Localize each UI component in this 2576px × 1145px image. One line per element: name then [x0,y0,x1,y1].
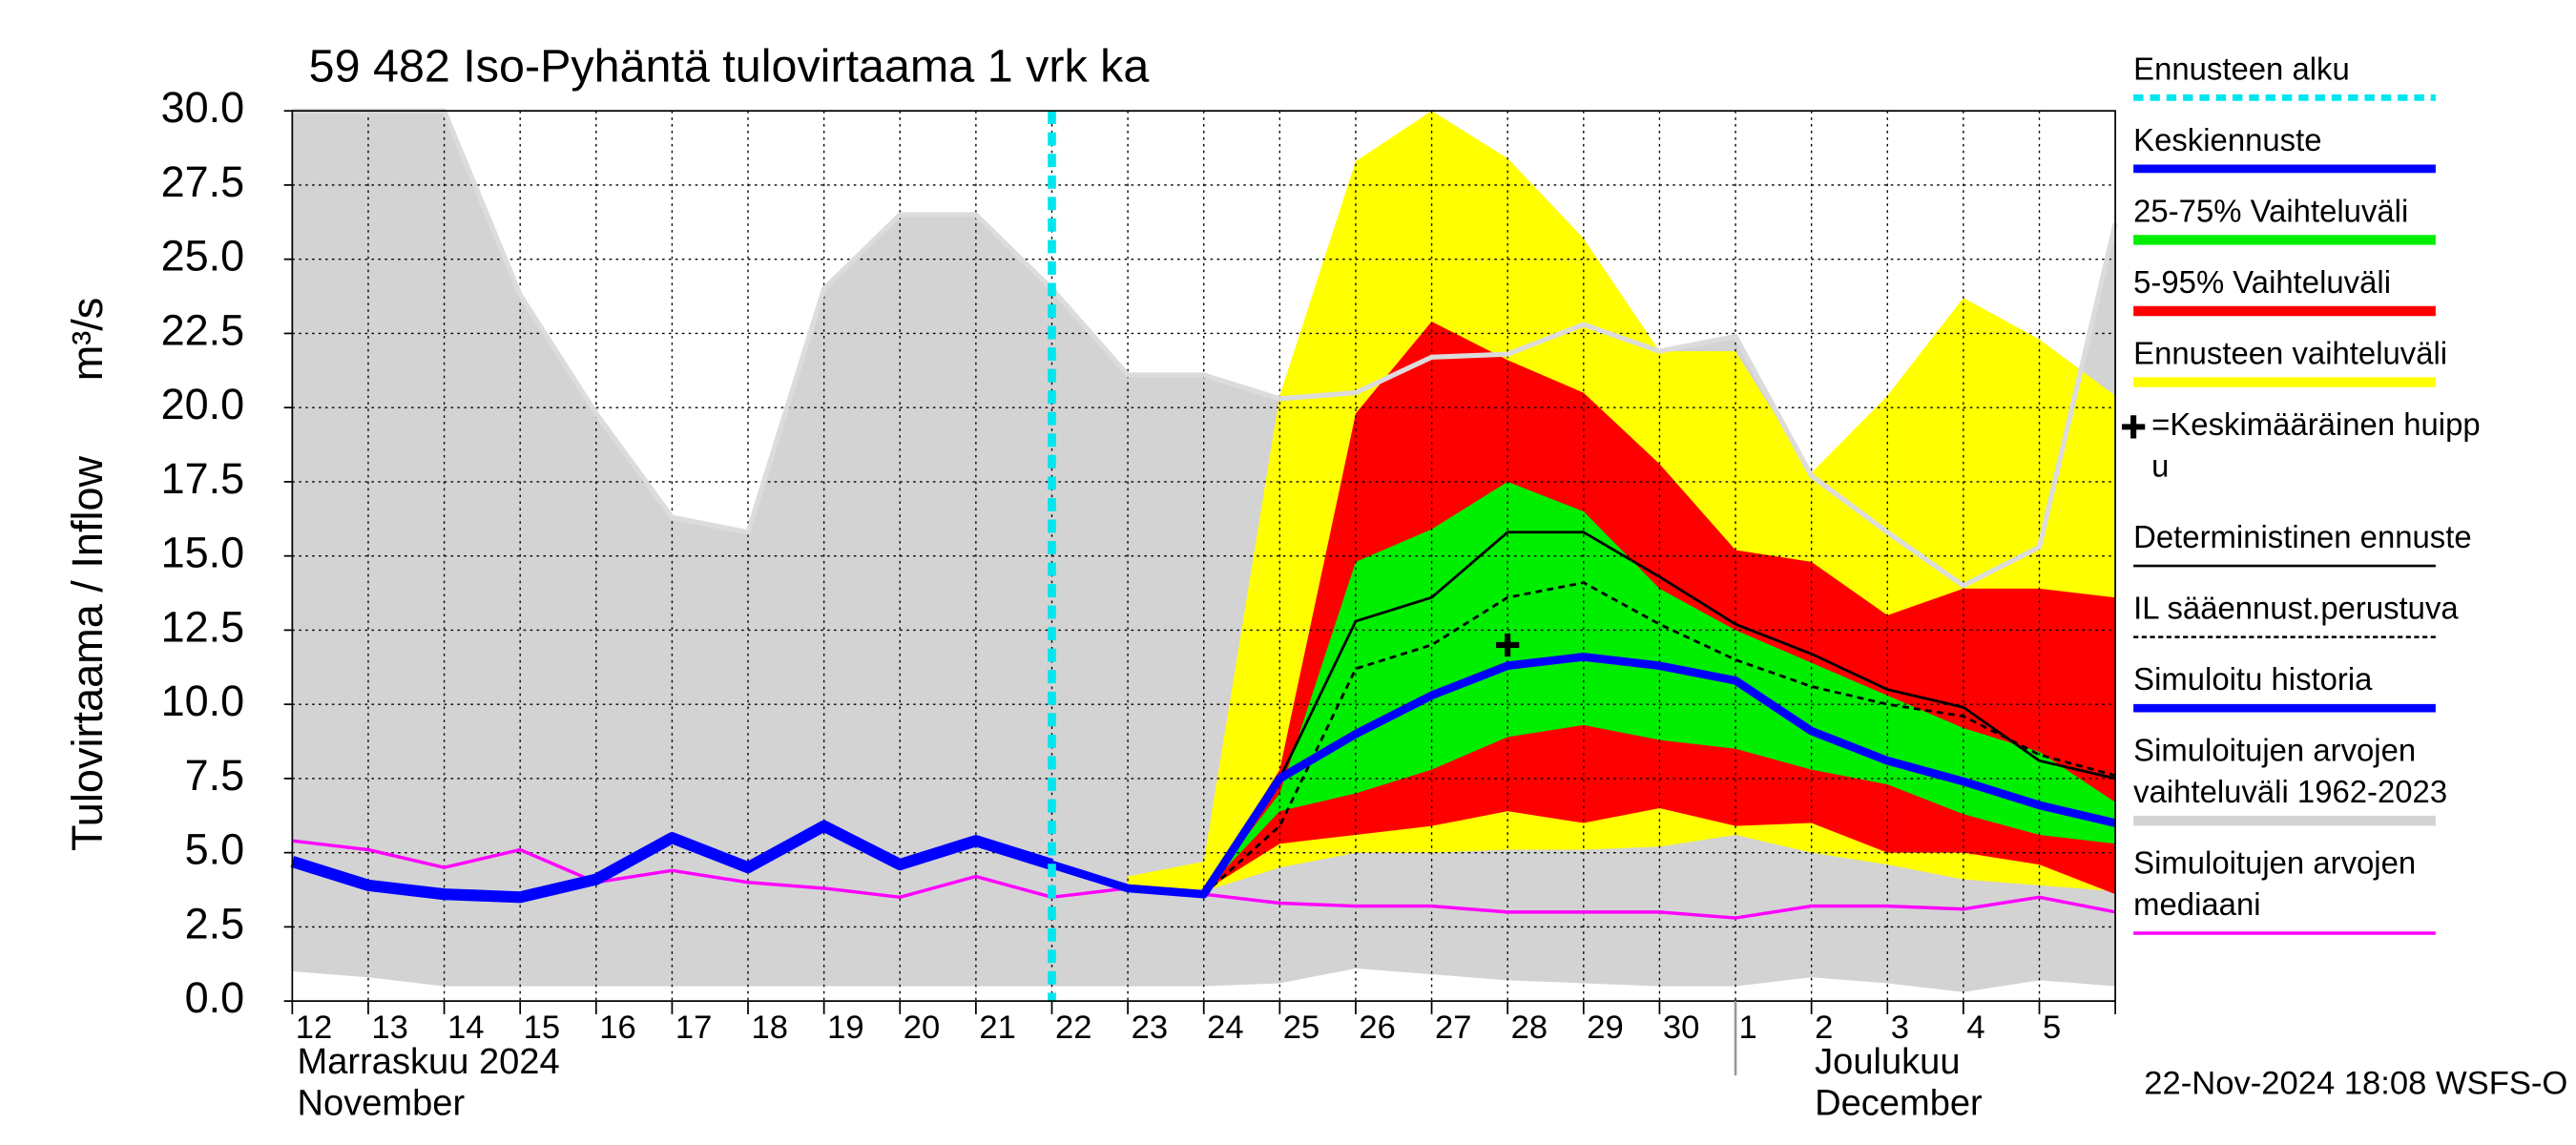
x-tick-label: 21 [979,1010,1015,1046]
legend-label: 5-95% Vaihteluväli [2133,264,2391,300]
series-line [1050,653,2117,899]
x-tick-label: 17 [675,1010,712,1046]
legend-label: Simuloitu historia [2133,661,2373,697]
x-tick-label: 25 [1283,1010,1319,1046]
x-tick-label: 26 [1359,1010,1395,1046]
legend-label: Simuloitujen arvojen [2133,733,2416,768]
range-band [1203,481,2116,892]
legend-label: u [2151,448,2169,483]
x-tick-label: 3 [1891,1010,1909,1046]
legend-label: Ennusteen vaihteluväli [2133,335,2447,370]
legend-label: Ennusteen alku [2133,51,2350,86]
x-tick-label: 15 [524,1010,560,1046]
x-tick-label: 4 [1966,1010,1984,1046]
legend-label: =Keskimääräinen huipp [2151,406,2480,442]
x-tick-label: 14 [447,1010,484,1046]
y-tick-label: 12.5 [161,602,245,651]
y-axis-label: Tulovirtaama / Inflow [63,455,112,851]
x-tick-label: 2 [1815,1010,1833,1046]
legend-label: Deterministinen ennuste [2133,519,2472,554]
x-tick-label: 5 [2043,1010,2061,1046]
x-tick-label: 29 [1587,1010,1623,1046]
legend-label: mediaani [2133,886,2260,922]
legend-label: Keskiennuste [2133,122,2321,157]
series-line [1202,581,2116,896]
chart-title: 59 482 Iso-Pyhäntä tulovirtaama 1 vrk ka [309,41,1150,93]
x-tick-label: 30 [1663,1010,1699,1046]
x-tick-label: 23 [1132,1010,1168,1046]
x-tick-label: 28 [1511,1010,1548,1046]
legend-label: IL sääennust.perustuva [2133,591,2459,626]
y-tick-label: 7.5 [185,751,245,800]
y-tick-label: 5.0 [185,825,245,874]
x-tick-label: 19 [827,1010,863,1046]
range-upper-edge [292,108,2118,589]
x-tick-label: 20 [904,1010,940,1046]
y-tick-label: 25.0 [161,232,245,281]
month-label: Joulukuu [1815,1042,1960,1082]
y-tick-label: 20.0 [161,380,245,428]
y-tick-label: 27.5 [161,157,245,206]
legend-label: 25-75% Vaihteluväli [2133,193,2408,228]
month-label: November [298,1083,466,1123]
series-line [1202,531,2116,895]
legend-label: Simuloitujen arvojen [2133,845,2416,881]
y-tick-label: 15.0 [161,529,245,577]
month-label: Marraskuu 2024 [298,1042,560,1082]
x-tick-label: 13 [371,1010,407,1046]
y-tick-label: 10.0 [161,677,245,725]
x-tick-label: 24 [1207,1010,1243,1046]
peak-marker [1496,633,1520,657]
y-tick-label: 22.5 [161,305,245,354]
timestamp: 22-Nov-2024 18:08 WSFS-O [2144,1066,2567,1102]
y-tick-label: 30.0 [161,83,245,132]
y-tick-label: 17.5 [161,454,245,503]
x-tick-label: 22 [1055,1010,1091,1046]
y-tick-label: 2.5 [185,899,245,947]
x-tick-label: 27 [1435,1010,1471,1046]
legend-label: vaihteluväli 1962-2023 [2133,774,2447,809]
y-tick-label: 0.0 [185,973,245,1022]
x-tick-label: 18 [751,1010,787,1046]
month-label: December [1815,1083,1983,1123]
legend-symbol [2122,415,2146,439]
x-tick-label: 12 [296,1010,332,1046]
x-tick-label: 16 [599,1010,635,1046]
series-line [290,820,1054,904]
y-axis-unit: m³/s [63,298,112,382]
x-tick-label: 1 [1739,1010,1757,1046]
